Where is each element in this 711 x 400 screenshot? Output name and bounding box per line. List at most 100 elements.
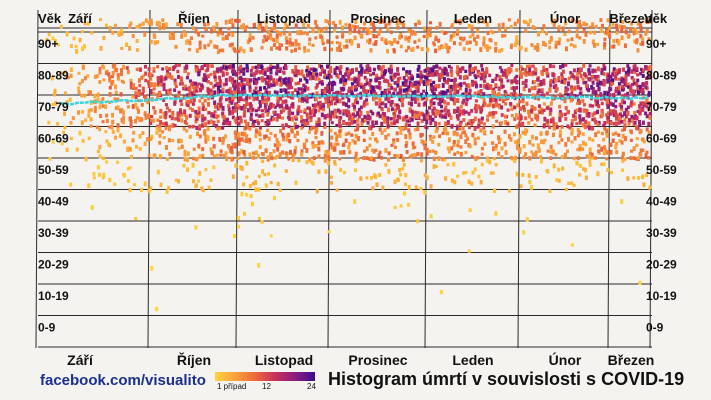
heatmap-cell: [104, 70, 108, 76]
heatmap-cell: [402, 163, 406, 167]
heatmap-cell: [237, 82, 241, 86]
heatmap-cell: [165, 106, 169, 110]
heatmap-cell: [269, 83, 273, 88]
heatmap-cell: [228, 19, 232, 24]
heatmap-cell: [524, 132, 528, 136]
heatmap-cell: [623, 126, 627, 132]
heatmap-cell: [378, 127, 382, 132]
heatmap-cell: [563, 99, 567, 104]
heatmap-cell: [113, 23, 117, 28]
heatmap-cell: [368, 115, 372, 121]
heatmap-cell: [482, 122, 486, 126]
heatmap-cell: [368, 38, 372, 43]
heatmap-cell: [417, 38, 421, 42]
heatmap-cell: [537, 148, 541, 153]
heatmap-cell: [470, 181, 474, 186]
heatmap-cell: [494, 47, 498, 53]
heatmap-cell: [375, 139, 379, 144]
heatmap-cell: [317, 123, 321, 127]
heatmap-cell: [230, 156, 234, 162]
heatmap-cell: [437, 38, 441, 43]
heatmap-cell: [468, 119, 472, 123]
heatmap-cell: [645, 103, 649, 109]
heatmap-cell: [225, 97, 229, 102]
heatmap-cell: [195, 48, 199, 53]
heatmap-cell: [237, 76, 241, 81]
heatmap-cell: [282, 137, 286, 142]
heatmap-cell: [242, 98, 246, 102]
heatmap-cell: [249, 112, 253, 117]
heatmap-cell: [419, 78, 423, 84]
heatmap-cell: [534, 68, 538, 72]
heatmap-cell: [194, 225, 198, 230]
heatmap-cell: [437, 78, 441, 82]
heatmap-cell: [287, 156, 291, 161]
heatmap-cell: [326, 102, 330, 107]
heatmap-cell: [621, 94, 625, 98]
heatmap-cell: [401, 167, 405, 171]
heatmap-cell: [125, 66, 129, 70]
heatmap-cell: [320, 92, 324, 98]
heatmap-cell: [342, 44, 346, 49]
heatmap-cell: [563, 152, 567, 156]
heatmap-cell: [300, 115, 304, 120]
heatmap-cell: [278, 46, 282, 51]
heatmap-cell: [278, 114, 282, 119]
heatmap-cell: [368, 40, 372, 45]
heatmap-cell: [635, 136, 639, 141]
heatmap-cell: [408, 107, 412, 112]
heatmap-cell: [486, 156, 490, 161]
heatmap-cell: [102, 35, 106, 41]
heatmap-cell: [471, 33, 475, 37]
heatmap-cell: [161, 122, 165, 126]
heatmap-cell: [251, 107, 255, 112]
heatmap-cell: [570, 73, 574, 77]
heatmap-cell: [515, 171, 519, 177]
heatmap-cell: [564, 46, 568, 52]
heatmap-cell: [441, 68, 445, 74]
heatmap-cell: [278, 77, 282, 82]
heatmap-cell: [192, 93, 196, 97]
heatmap-cell: [380, 70, 384, 76]
heatmap-cell: [389, 19, 393, 23]
heatmap-cell: [305, 118, 309, 123]
heatmap-cell: [311, 76, 315, 80]
heatmap-cell: [327, 81, 331, 86]
heatmap-cell: [518, 99, 522, 104]
heatmap-cell: [369, 87, 373, 91]
heatmap-cell: [543, 42, 547, 47]
heatmap-cell: [530, 86, 534, 91]
heatmap-cell: [623, 93, 627, 98]
heatmap-cell: [500, 146, 504, 151]
heatmap-cell: [213, 72, 217, 78]
heatmap-cell: [600, 112, 604, 117]
heatmap-cell: [194, 119, 198, 124]
heatmap-cell: [446, 89, 450, 93]
heatmap-cell: [602, 151, 606, 156]
heatmap-cell: [431, 68, 435, 73]
heatmap-cell: [312, 156, 316, 161]
heatmap-cell: [365, 176, 369, 180]
heatmap-cell: [300, 149, 304, 154]
heatmap-cell: [318, 72, 322, 77]
heatmap-cell: [236, 103, 240, 108]
heatmap-cell: [588, 136, 592, 141]
heatmap-cell: [233, 117, 237, 122]
heatmap-cell: [306, 121, 310, 126]
heatmap-cell: [416, 73, 420, 78]
heatmap-cell: [623, 100, 627, 105]
heatmap-cell: [387, 90, 391, 95]
heatmap-cell: [602, 162, 606, 167]
heatmap-cell: [480, 162, 484, 167]
heatmap-cell: [633, 39, 637, 44]
heatmap-cell: [456, 106, 460, 110]
heatmap-cell: [260, 220, 264, 224]
heatmap-cell: [561, 69, 565, 74]
heatmap-cell: [419, 186, 423, 191]
heatmap-cell: [140, 187, 144, 193]
heatmap-cell: [120, 108, 124, 112]
heatmap-cell: [467, 179, 471, 185]
source-link[interactable]: facebook.com/visualito: [40, 372, 206, 389]
heatmap-cell: [606, 111, 610, 117]
heatmap-cell: [584, 80, 588, 85]
